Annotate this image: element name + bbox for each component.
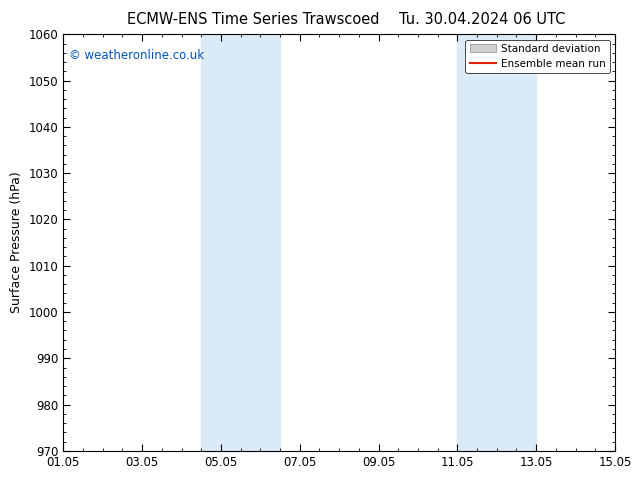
Text: ECMW-ENS Time Series Trawscoed: ECMW-ENS Time Series Trawscoed [127,12,380,27]
Bar [457,34,536,451]
Legend: Standard deviation, Ensemble mean run: Standard deviation, Ensemble mean run [465,40,610,73]
Text: © weatheronline.co.uk: © weatheronline.co.uk [69,49,204,62]
Text: Tu. 30.04.2024 06 UTC: Tu. 30.04.2024 06 UTC [399,12,565,27]
Bar [202,34,280,451]
Y-axis label: Surface Pressure (hPa): Surface Pressure (hPa) [10,172,23,314]
